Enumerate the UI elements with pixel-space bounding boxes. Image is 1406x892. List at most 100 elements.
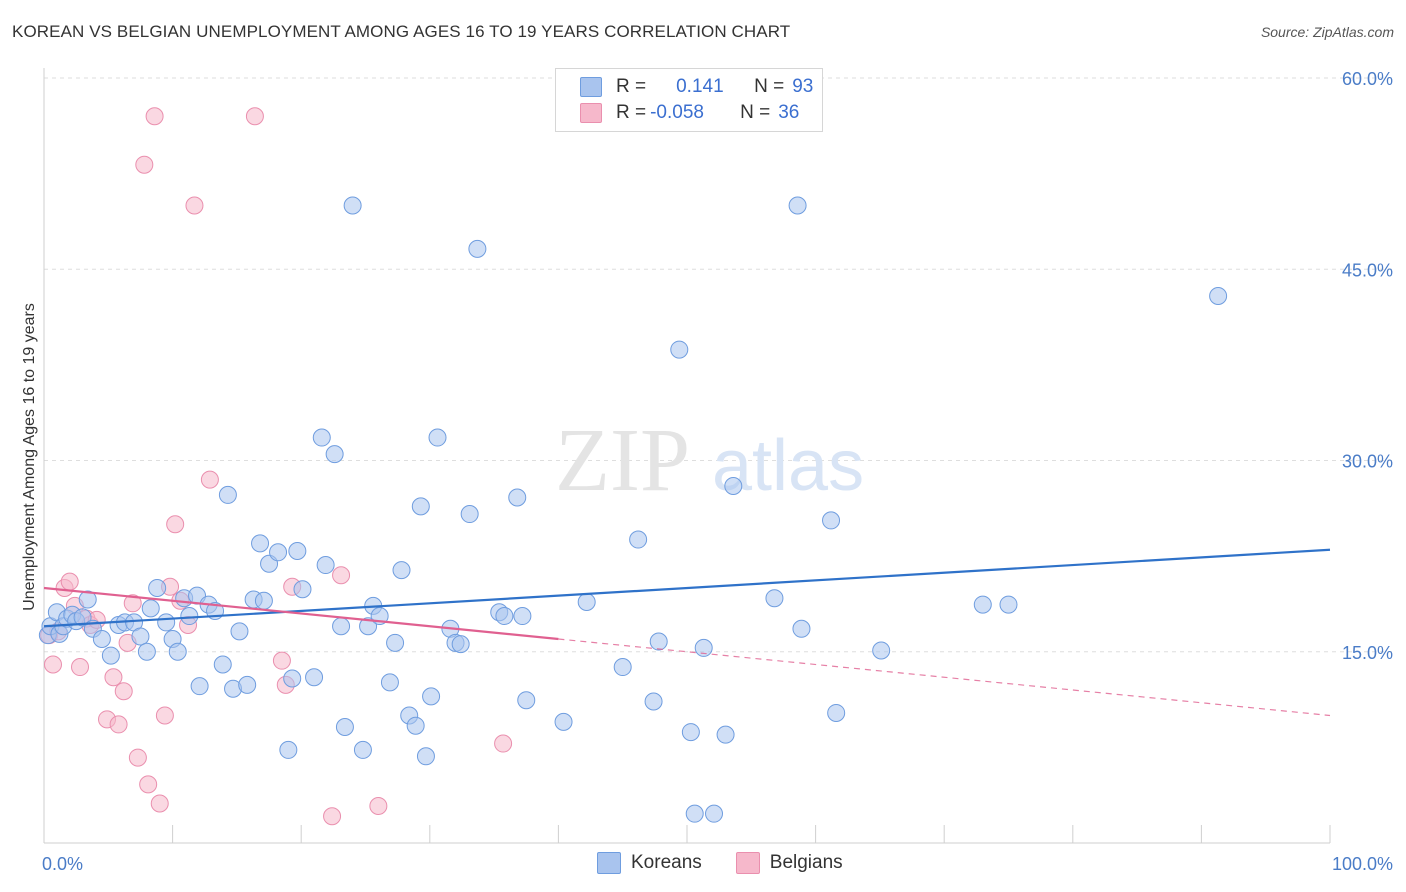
korean-point [685,804,704,823]
korean-point [1209,287,1228,306]
korean-point [451,635,470,654]
belgian-point [139,775,158,794]
korean-point [716,725,735,744]
belgian-legend-swatch [735,852,760,874]
korean-point [325,445,344,464]
korean-point [137,642,156,661]
korean-point [765,589,784,608]
korean-point [694,638,713,657]
belgian-point [145,107,164,126]
belgian-point [323,807,342,826]
korean-point [872,641,891,660]
legend-belgians-label: Belgians [769,852,843,873]
r-label: R = [616,102,647,123]
belgian-trend-extension [558,638,1331,717]
korean-point [293,580,312,599]
legend-row-belgians: R = -0.058 N = 36 [580,101,799,125]
x-tick-label: 100.0% [1332,854,1393,874]
belgian-point [166,515,185,534]
korean-point [279,740,298,759]
korean-point [422,687,441,706]
r-value: 0.141 [676,76,724,97]
korean-point [190,677,209,696]
korean-point [131,627,150,646]
stats-legend: R = 0.141 N = 93 R = -0.058 N = 36 [555,68,823,132]
korean-point [644,692,663,711]
korean-point [827,703,846,722]
korean-point [554,712,573,731]
belgian-swatch [580,103,602,123]
axes [43,68,1331,844]
chart-title: KOREAN VS BELGIAN UNEMPLOYMENT AMONG AGE… [12,22,791,41]
korean-point [101,646,120,665]
belgian-point [44,655,63,674]
n-label: N = [740,102,771,123]
korean-point [517,691,536,710]
korean-point [335,717,354,736]
belgian-point [369,797,388,816]
y-axis-label: Unemployment Among Ages 16 to 19 years [21,303,38,611]
korean-point [577,593,596,612]
korean-point [141,599,160,618]
korean-point [238,675,257,694]
korean-point [792,619,811,638]
korean-point [513,607,532,626]
tick-labels: 15.0% 30.0% 45.0% 60.0% 0.0% 100.0% [42,69,1393,874]
korean-legend-swatch [597,852,621,874]
korean-point [288,542,307,561]
legend-koreans-label: Koreans [631,852,702,873]
series-legend: Koreans Belgians [597,852,877,874]
korean-point [343,196,362,215]
belgian-point [60,572,79,591]
belgian-points [40,107,513,826]
korean-point [508,488,527,507]
belgian-point [200,470,219,489]
n-value: 93 [792,76,814,97]
korean-point [629,530,648,549]
y-tick-label: 15.0% [1342,643,1393,663]
korean-point [406,716,425,735]
y-tick-label: 60.0% [1342,69,1393,89]
korean-point [724,477,743,495]
korean-point [999,595,1018,614]
korean-point [392,561,411,580]
r-label: R = [616,76,647,97]
gridlines [44,77,1392,653]
korean-point [213,655,232,674]
trend-lines [43,548,1331,717]
belgian-point [128,748,147,767]
korean-swatch [580,77,602,97]
korean-point [218,485,237,504]
legend-koreans[interactable]: Koreans [597,852,702,874]
korean-point [254,591,273,610]
korean-point [305,668,324,687]
korean-point [148,579,167,597]
korean-point [822,511,841,530]
korean-point [380,673,399,692]
korean-point [411,497,430,516]
korean-point [495,607,514,626]
korean-point [649,632,668,651]
korean-point [73,608,92,627]
korean-point [283,669,302,688]
belgian-point [332,566,351,585]
korean-point [670,340,689,359]
belgian-point [185,196,204,215]
korean-point [788,196,807,215]
belgian-point [150,794,169,813]
belgian-trend-line [43,586,559,641]
korean-point [168,642,187,661]
legend-belgians[interactable]: Belgians [735,852,843,874]
y-tick-label: 30.0% [1342,452,1393,472]
legend-row-koreans: R = 0.141 N = 93 [580,75,813,99]
korean-point [180,607,199,626]
korean-point [269,543,288,562]
korean-point [705,804,724,823]
belgian-point [109,715,128,734]
n-value: 36 [778,102,800,123]
korean-point [416,747,435,766]
korean-point [613,658,632,677]
x-tick-label: 0.0% [42,854,83,874]
r-value: -0.058 [650,102,704,123]
